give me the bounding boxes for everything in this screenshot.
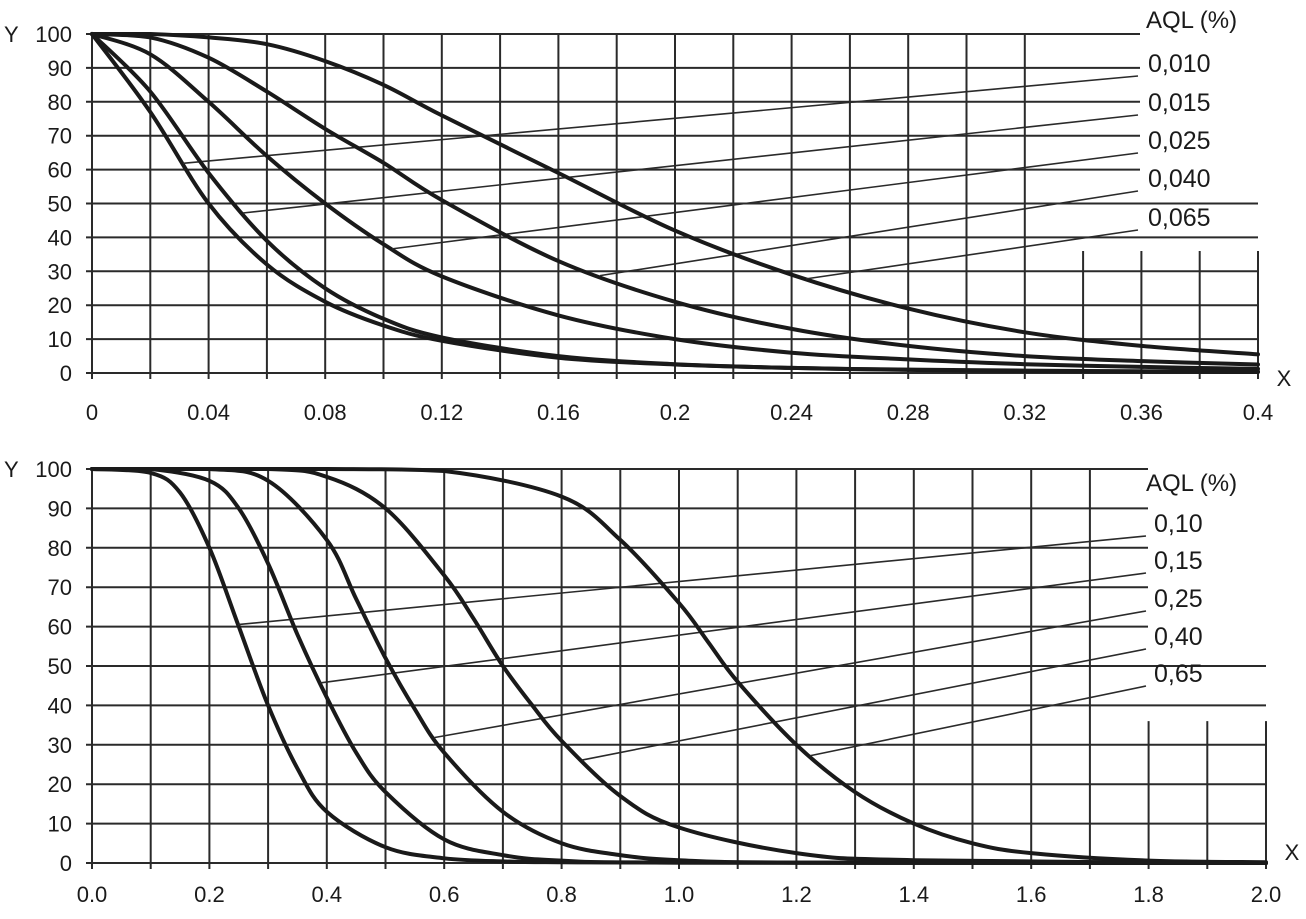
y-tick-label: 20 — [48, 772, 72, 797]
x-tick-label: 0.04 — [187, 400, 230, 425]
y-tick-label: 0 — [60, 361, 72, 386]
y-tick-label: 90 — [48, 496, 72, 521]
y-tick-label: 0 — [60, 851, 72, 876]
y-tick-label: 10 — [48, 812, 72, 837]
oc-curve-series — [90, 32, 1260, 357]
legend-leader-line — [433, 610, 1147, 739]
oc-curve-series — [90, 32, 1260, 371]
legend-leader-line — [809, 685, 1147, 757]
x-tick-label: 0.24 — [770, 400, 813, 425]
x-tick-label: 0.0 — [77, 882, 108, 907]
x-tick-label: 0.2 — [194, 882, 225, 907]
legend-entry: 0,10 — [1154, 510, 1203, 538]
x-tick-label: 0 — [86, 400, 98, 425]
y-tick-label: 90 — [48, 56, 72, 81]
x-tick-label: 0.8 — [546, 882, 577, 907]
legend-entry: 0,25 — [1154, 585, 1203, 613]
legend-leader-line — [242, 114, 1139, 214]
y-axis-label: Y — [4, 22, 19, 47]
oc-curve-series — [90, 467, 1268, 865]
x-tick-label: 1.6 — [1016, 882, 1047, 907]
x-tick-label: 2.0 — [1251, 882, 1282, 907]
x-tick-label: 0.16 — [537, 400, 580, 425]
x-tick-label: 0.4 — [1243, 400, 1274, 425]
y-tick-label: 30 — [48, 259, 72, 284]
y-tick-label: 20 — [48, 293, 72, 318]
x-tick-label: 0.12 — [420, 400, 463, 425]
legend-entry: 0,15 — [1154, 547, 1203, 575]
x-tick-label: 1.8 — [1133, 882, 1164, 907]
legend-entry: 0,65 — [1154, 660, 1203, 688]
legend-entry: 0,025 — [1148, 127, 1211, 155]
x-tick-label: 1.0 — [664, 882, 695, 907]
oc-curve-series — [90, 466, 1268, 865]
y-tick-label: 30 — [48, 733, 72, 758]
x-axis-label: X — [1277, 366, 1292, 391]
x-tick-label: 0.6 — [429, 882, 460, 907]
legend-entry: 0,065 — [1148, 204, 1211, 232]
oc-curve-series — [90, 467, 1268, 865]
x-tick-label: 0.2 — [660, 400, 691, 425]
y-tick-label: 60 — [48, 615, 72, 640]
legend-entry: 0,040 — [1148, 165, 1211, 193]
legend-leader-line — [237, 535, 1147, 626]
y-tick-label: 40 — [48, 225, 72, 250]
y-tick-label: 100 — [35, 457, 72, 482]
x-tick-label: 0.4 — [312, 882, 343, 907]
legend-leader-line — [319, 572, 1147, 684]
y-tick-label: 80 — [48, 90, 72, 115]
y-tick-label: 70 — [48, 124, 72, 149]
oc-curve-series — [90, 466, 1268, 865]
oc-curve-series — [90, 32, 1260, 374]
legend-title: AQL (%) — [1146, 470, 1237, 497]
legend-leader-line — [599, 190, 1139, 277]
x-tick-label: 1.2 — [781, 882, 812, 907]
legend-leader-line — [391, 152, 1139, 250]
y-tick-label: 10 — [48, 327, 72, 352]
y-tick-label: 70 — [48, 575, 72, 600]
y-axis-label: Y — [4, 457, 19, 482]
y-tick-label: 50 — [48, 192, 72, 217]
chart-panel-upper: 0 10 20 30 40 50 60 70 80 90 100 Y 0 0.04 0.08 0.12 0.16… — [4, 7, 1292, 425]
y-tick-label: 60 — [48, 158, 72, 183]
legend-leader-line — [182, 75, 1139, 165]
y-tick-label: 80 — [48, 536, 72, 561]
y-tick-label: 100 — [35, 22, 72, 47]
y-tick-label: 50 — [48, 654, 72, 679]
x-tick-label: 0.36 — [1120, 400, 1163, 425]
legend-entry: 0,015 — [1148, 89, 1211, 117]
y-tick-label: 40 — [48, 693, 72, 718]
chart-panel-lower: 0 10 20 30 40 50 60 70 80 90 100 Y 0.0 0.2 0.4 0.6 0.8 1.… — [4, 457, 1300, 907]
x-tick-label: 0.32 — [1003, 400, 1046, 425]
x-tick-label: 0.08 — [304, 400, 347, 425]
legend-entry: 0,010 — [1148, 50, 1211, 78]
legend-title: AQL (%) — [1146, 7, 1237, 34]
x-axis-label: X — [1285, 840, 1300, 865]
oc-curve-series — [90, 32, 1260, 367]
legend-leader-line — [581, 648, 1147, 761]
legend-leader-line — [805, 229, 1139, 280]
x-tick-label: 0.28 — [887, 400, 930, 425]
x-tick-label: 1.4 — [899, 882, 930, 907]
legend-entry: 0,40 — [1154, 623, 1203, 651]
